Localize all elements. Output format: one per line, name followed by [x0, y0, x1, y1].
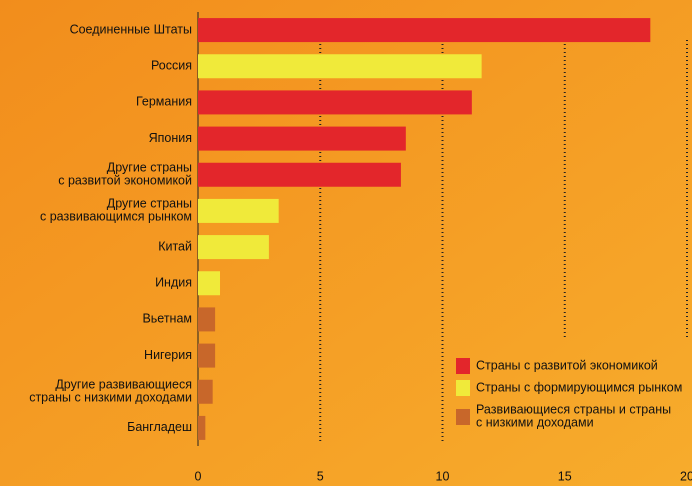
y-tick-label: Нигерия: [144, 348, 192, 362]
bar: [198, 18, 651, 43]
y-tick-label: Индия: [155, 276, 192, 290]
legend-label: Страны с развитой экономикой: [476, 358, 658, 372]
bar: [198, 235, 269, 260]
legend-label: Развивающиеся страны и страны с низкими д…: [476, 403, 671, 430]
bar: [198, 198, 279, 223]
x-tick-label: 15: [558, 469, 572, 483]
x-tick-label: 0: [195, 469, 202, 483]
y-tick-label: Россия: [151, 59, 192, 73]
y-tick-label: Бангладеш: [127, 420, 192, 434]
bar: [198, 126, 406, 151]
bar: [198, 271, 221, 296]
y-tick-label: Другие страны с развитой экономикой: [58, 161, 192, 188]
x-tick-label: 20: [680, 469, 692, 483]
bar: [198, 162, 401, 187]
y-tick-label: Другие развивающиеся страны с низкими дох…: [29, 378, 192, 405]
x-tick-label: 5: [317, 469, 324, 483]
legend-swatch: [456, 380, 470, 396]
y-tick-label: Япония: [149, 131, 192, 145]
y-tick-label: Китай: [158, 239, 192, 253]
bar: [198, 415, 206, 440]
bar: [198, 54, 482, 79]
bar: [198, 307, 216, 332]
x-tick-label: 10: [436, 469, 450, 483]
legend-label: Страны с формирующимся рынком: [476, 380, 682, 394]
legend-swatch: [456, 409, 470, 425]
legend-swatch: [456, 358, 470, 374]
y-tick-label: Германия: [136, 95, 192, 109]
bar: [198, 343, 216, 368]
y-tick-label: Вьетнам: [142, 312, 192, 326]
bar: [198, 379, 213, 404]
y-tick-label: Другие страны с развивающимся рынком: [40, 197, 192, 224]
bar: [198, 90, 472, 115]
y-tick-label: Соединенные Штаты: [70, 22, 192, 36]
